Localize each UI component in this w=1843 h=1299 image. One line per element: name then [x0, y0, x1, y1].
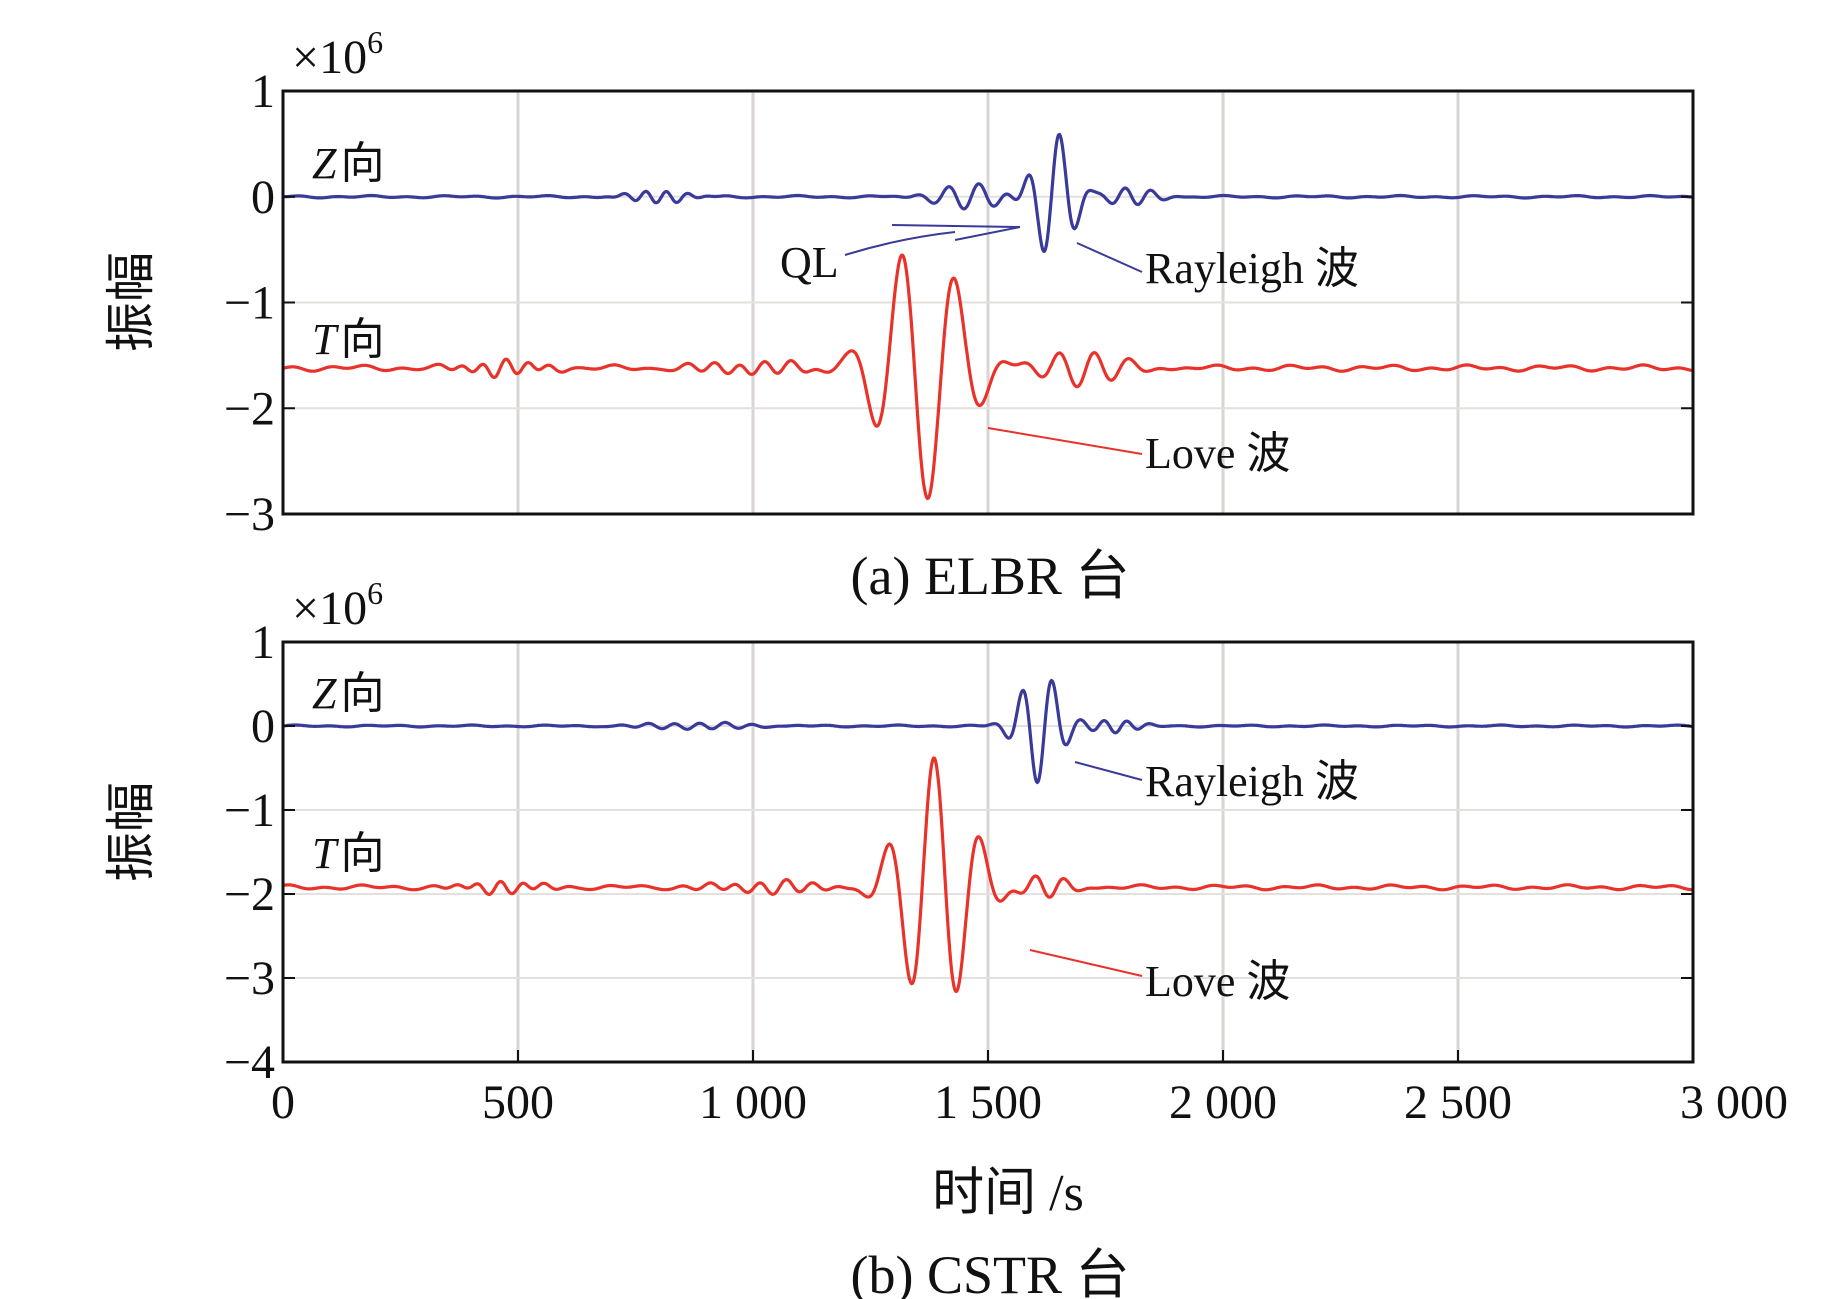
y-tick-label-5: −4: [224, 1036, 275, 1089]
panel-b-y-axis-label: 振幅: [103, 782, 159, 882]
panel-a-caption: (a) ELBR 台: [851, 546, 1130, 606]
panel-b-y-tick-labels: 1 0 −1 −2 −3 −4: [224, 616, 275, 1089]
y-tick-label-4: −3: [224, 952, 275, 1005]
y-tick-label-0: 1: [251, 616, 275, 669]
y-tick-label-1: 0: [251, 700, 275, 753]
x-tick-label-2: 1 000: [699, 1076, 807, 1129]
panel-a-series-label-t: T向: [312, 315, 384, 364]
y-tick-label-2: −1: [224, 277, 275, 330]
y-tick-label-0: 1: [251, 65, 275, 118]
ql-label: QL: [780, 238, 839, 287]
rayleigh-leader-line-b: [1074, 761, 1143, 781]
panel-b-series-lines: [282, 678, 1694, 993]
panel-b-multiplier: ×106: [292, 575, 383, 635]
panel-b-cstr: ×106 1 0 −1 −2 −3 −4 0 500 1 000 1 500 2 000 2 500…: [103, 575, 1788, 1299]
panel-b-series-label-z: Z向: [312, 669, 384, 718]
panel-b-grid: [283, 642, 1693, 1062]
love-leader-line-b: [1029, 949, 1143, 977]
y-tick-label-3: −2: [224, 382, 275, 435]
x-axis-label: 时间 /s: [932, 1165, 1084, 1222]
panel-a-annotation-ql: QL: [780, 224, 1021, 287]
panel-a-plot-frame: [281, 89, 1695, 516]
rayleigh-leader-line-a: [1076, 242, 1143, 273]
panel-a-y-tick-labels: 1 0 −1 −2 −3: [224, 65, 275, 541]
panel-a-annotation-love: Love 波: [987, 427, 1290, 478]
x-tick-label-0: 0: [271, 1076, 295, 1129]
y-tick-label-3: −2: [224, 868, 275, 921]
panel-a-annotation-rayleigh: Rayleigh 波: [1076, 242, 1359, 293]
panel-b-plot-frame: [281, 640, 1695, 1064]
rayleigh-label-b: Rayleigh 波: [1145, 757, 1359, 806]
y-tick-label-2: −1: [224, 784, 275, 837]
rayleigh-label-a: Rayleigh 波: [1145, 244, 1359, 293]
y-tick-label-4: −3: [224, 488, 275, 541]
x-tick-label-4: 2 000: [1169, 1076, 1277, 1129]
y-tick-label-1: 0: [251, 171, 275, 224]
x-tick-label-6: 3 000: [1680, 1076, 1788, 1129]
panel-b-series-label-t: T向: [312, 829, 384, 878]
panel-b-x-tick-labels: 0 500 1 000 1 500 2 000 2 500 3 000: [271, 1076, 1788, 1129]
love-leader-line-a: [987, 427, 1143, 455]
panel-a-elbr: ×106 1 0 −1 −2 −3 振幅 Z向 T向 QL Rayleigh 波 Lov…: [103, 24, 1695, 606]
love-label-b: Love 波: [1145, 957, 1290, 1006]
love-label-a: Love 波: [1145, 429, 1290, 478]
panel-a-multiplier: ×106: [292, 24, 383, 84]
series-line-z-panel-a: [282, 132, 1694, 253]
series-line-z-panel-b: [282, 678, 1694, 785]
panel-b-annotation-love: Love 波: [1029, 949, 1290, 1006]
panel-a-series-label-z: Z向: [312, 139, 384, 188]
series-line-t-panel-a: [282, 253, 1694, 501]
panel-b-caption: (b) CSTR 台: [850, 1245, 1129, 1299]
x-tick-label-3: 1 500: [934, 1076, 1042, 1129]
panel-a-y-axis-label: 振幅: [103, 252, 159, 352]
x-tick-label-5: 2 500: [1404, 1076, 1512, 1129]
x-tick-label-1: 500: [482, 1076, 554, 1129]
panel-a-grid: [283, 91, 1693, 514]
panel-a-series-lines: [282, 132, 1694, 501]
panel-b-annotation-rayleigh: Rayleigh 波: [1074, 757, 1359, 806]
ql-leader-line: [844, 231, 956, 256]
series-line-t-panel-b: [282, 756, 1694, 993]
